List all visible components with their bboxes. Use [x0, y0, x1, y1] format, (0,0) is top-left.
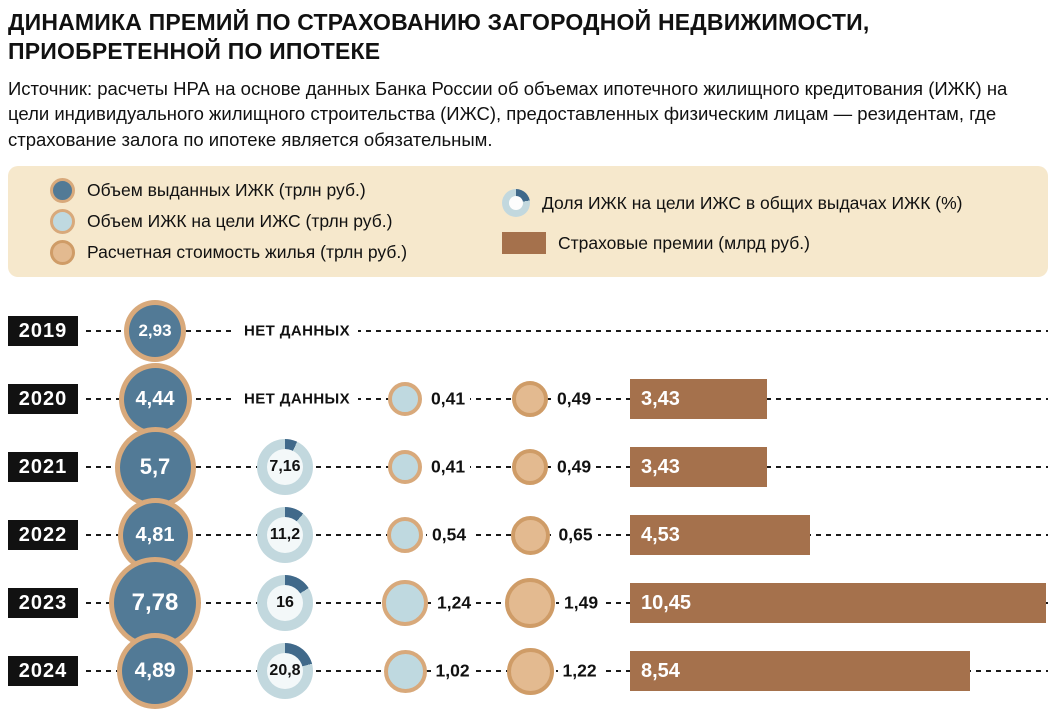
cost-bubble: [506, 647, 554, 695]
izhk-issued-fill: 7,78: [114, 562, 196, 645]
year-badge: 2021: [8, 452, 78, 483]
row-dash-line: [86, 330, 1048, 333]
chart-rows: 2019 2,93 НЕТ ДАННЫХ 2020 4,44 НЕТ ДАННЫХ 0,41…: [8, 297, 1048, 710]
share-donut-icon: [502, 189, 530, 218]
share-donut: 7,16: [257, 439, 313, 496]
legend: Объем выданных ИЖК (трлн руб.) Объем ИЖК…: [8, 166, 1048, 278]
share-value: 16: [276, 594, 294, 612]
chart-row-2023: 2023 7,78 16 1,24 1,49 10,45: [8, 557, 1048, 650]
izhk-issued-fill: 4,44: [123, 367, 187, 431]
share-donut: 20,8: [257, 643, 313, 700]
cost-bubble: [512, 381, 548, 418]
chart-row-2019: 2019 2,93 НЕТ ДАННЫХ: [8, 297, 1048, 365]
chart-row-2020: 2020 4,44 НЕТ ДАННЫХ 0,41 0,49 3,43: [8, 362, 1048, 436]
share-value: 11,2: [269, 526, 301, 544]
year-badge: 2023: [8, 588, 78, 619]
share-donut: 16: [257, 575, 313, 632]
legend-item-izhk-issued: Объем выданных ИЖК (трлн руб.): [50, 178, 502, 204]
source-note: Источник: расчеты НРА на основе данных Б…: [8, 77, 1008, 150]
izhk-issued-value: 2,93: [138, 321, 172, 341]
izhk-issued-bubble: 4,81: [117, 497, 193, 573]
cost-bubble: [510, 515, 550, 555]
izhk-issued-bubble: 4,89: [117, 633, 193, 710]
izhk-issued-bubble: 5,7: [114, 426, 196, 508]
izhk-issued-value: 4,89: [134, 659, 176, 683]
share-donut-hole: 7,16: [267, 449, 303, 486]
izhk-issued-fill: 4,81: [122, 502, 188, 568]
chart-row-2022: 2022 4,81 11,2 0,54 0,65 4,53: [8, 497, 1048, 573]
izhk-issued-value: 4,81: [135, 523, 175, 546]
legend-left-column: Объем выданных ИЖК (трлн руб.) Объем ИЖК…: [50, 178, 502, 266]
share-value: 20,8: [269, 662, 301, 680]
legend-label: Страховые премии (млрд руб.): [558, 232, 810, 253]
legend-item-share: Доля ИЖК на цели ИЖС в общих выдачах ИЖК…: [502, 189, 963, 218]
chart-title: ДИНАМИКА ПРЕМИЙ ПО СТРАХОВАНИЮ ЗАГОРОДНО…: [8, 9, 870, 64]
izhs-bubble: [388, 382, 422, 417]
chart-row-2021: 2021 5,7 7,16 0,41 0,49 3,43: [8, 426, 1048, 508]
cost-value-label: 0,49: [552, 388, 597, 410]
premium-value: 4,53: [641, 523, 680, 546]
legend-label: Расчетная стоимость жилья (трлн руб.): [87, 242, 408, 263]
izhk-issued-fill: 5,7: [119, 431, 191, 503]
izhk-issued-bubble: 4,44: [118, 362, 192, 436]
izhs-value-label: 1,02: [430, 660, 475, 682]
no-data-label: НЕТ ДАННЫХ: [236, 390, 359, 408]
cost-circle-icon: [50, 240, 75, 266]
izhs-circle-icon: [50, 209, 75, 235]
share-donut-hole: 20,8: [267, 653, 303, 690]
izhs-value-label: 1,24: [432, 592, 477, 614]
share-donut-hole: 11,2: [267, 517, 303, 554]
izhk-issued-value: 4,44: [135, 387, 175, 410]
premium-value: 3,43: [641, 387, 680, 410]
year-badge: 2019: [8, 316, 78, 347]
premium-bar: 10,45: [630, 583, 1046, 624]
legend-item-premium: Страховые премии (млрд руб.): [502, 232, 962, 255]
share-donut-hole: 16: [267, 585, 303, 622]
premium-value: 3,43: [641, 455, 680, 478]
legend-label: Доля ИЖК на цели ИЖС в общих выдачах ИЖК…: [542, 192, 963, 213]
chart-row-2024: 2024 4,89 20,8 1,02 1,22 8,54: [8, 633, 1048, 710]
cost-value-label: 0,65: [553, 524, 598, 546]
premium-bar: 3,43: [630, 379, 767, 420]
izhk-issued-value: 5,7: [139, 454, 171, 480]
cost-bubble: [512, 449, 548, 486]
izhk-issued-fill: 2,93: [129, 305, 181, 358]
no-data-label: НЕТ ДАННЫХ: [236, 322, 359, 340]
cost-bubble: [505, 578, 555, 629]
izhs-value-label: 0,54: [427, 524, 472, 546]
izhs-bubble: [382, 580, 428, 627]
premium-bar: 4,53: [630, 515, 810, 556]
legend-label: Объем выданных ИЖК (трлн руб.): [87, 180, 366, 201]
legend-item-izhs: Объем ИЖК на цели ИЖС (трлн руб.): [50, 209, 502, 235]
premium-bar: 3,43: [630, 447, 767, 488]
cost-value-label: 0,49: [552, 456, 597, 478]
cost-value-label: 1,22: [557, 660, 602, 682]
izhs-bubble: [387, 517, 423, 554]
legend-item-cost: Расчетная стоимость жилья (трлн руб.): [50, 240, 502, 266]
izhs-value-label: 0,41: [426, 388, 471, 410]
izhs-bubble: [388, 450, 422, 485]
premium-bar-icon: [502, 232, 546, 255]
izhs-bubble: [383, 649, 427, 693]
izhk-issued-value: 7,78: [131, 589, 179, 617]
year-badge: 2022: [8, 520, 78, 551]
cost-value-label: 1,49: [559, 592, 604, 614]
premium-value: 8,54: [641, 659, 680, 682]
legend-right-column: Доля ИЖК на цели ИЖС в общих выдачах ИЖК…: [502, 178, 962, 265]
share-value: 7,16: [269, 458, 301, 476]
izhk-issued-fill: 4,89: [122, 638, 188, 705]
izhs-value-label: 0,41: [426, 456, 471, 478]
premium-bar: 8,54: [630, 651, 970, 692]
legend-label: Объем ИЖК на цели ИЖС (трлн руб.): [87, 211, 393, 232]
issued-circle-icon: [50, 178, 75, 204]
izhk-issued-bubble: 2,93: [124, 300, 186, 363]
share-donut: 11,2: [257, 507, 313, 564]
year-badge: 2024: [8, 656, 78, 687]
year-badge: 2020: [8, 384, 78, 415]
premium-value: 10,45: [641, 591, 692, 614]
